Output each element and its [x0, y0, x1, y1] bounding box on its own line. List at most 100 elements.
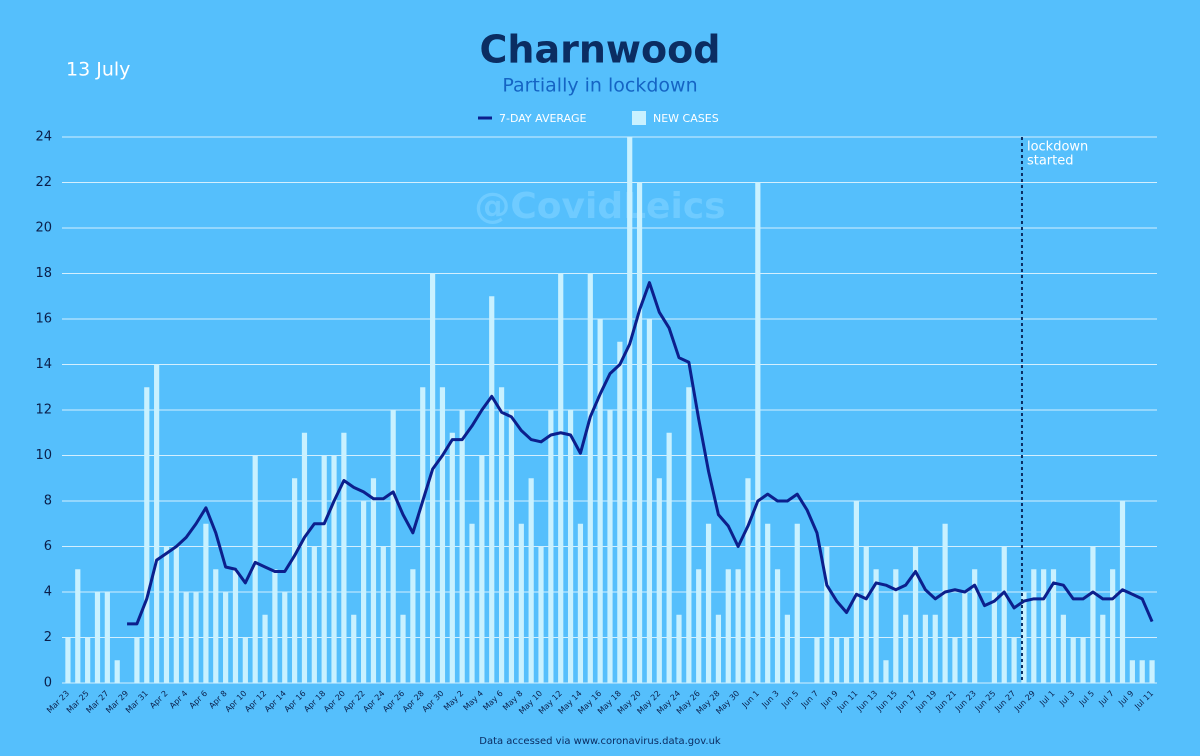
- bar: [341, 432, 347, 683]
- bar: [479, 455, 485, 683]
- bar: [449, 432, 455, 683]
- bar: [538, 546, 544, 683]
- bar: [656, 478, 662, 683]
- watermark: @CovidLeics: [474, 186, 725, 227]
- y-tick-label: 24: [35, 130, 52, 145]
- bar: [252, 455, 258, 683]
- bar: [646, 319, 653, 683]
- x-tick-label: Jul 7: [1097, 689, 1116, 708]
- bar: [154, 364, 160, 683]
- bar: [952, 637, 958, 683]
- bar: [1041, 569, 1047, 683]
- x-tick-label: Jun 7: [799, 689, 820, 710]
- bar: [282, 592, 288, 683]
- y-tick-label: 8: [44, 494, 52, 509]
- bar: [420, 387, 426, 683]
- bar: [301, 432, 308, 683]
- bar: [912, 546, 919, 683]
- x-tick-label: Jun 3: [759, 689, 780, 710]
- bar: [774, 569, 781, 683]
- x-tick-label: May 6: [481, 689, 504, 712]
- chart-subtitle: Partially in lockdown: [502, 75, 697, 97]
- bar: [686, 387, 692, 683]
- x-tick-label: Jun 27: [992, 689, 1017, 714]
- bar: [558, 273, 564, 683]
- x-tick-label: Apr 4: [168, 689, 190, 711]
- bar: [715, 614, 722, 683]
- bar: [1110, 569, 1116, 683]
- bar: [104, 592, 110, 683]
- x-tick-label: Jul 1: [1037, 689, 1056, 708]
- bar: [1060, 614, 1066, 683]
- legend-label: NEW CASES: [653, 112, 719, 125]
- x-tick-label: Mar 31: [124, 689, 150, 715]
- legend-label: 7-DAY AVERAGE: [499, 112, 586, 125]
- source-note: Data accessed via www.coronavirus.data.g…: [479, 736, 721, 747]
- x-tick-label: Jun 19: [914, 689, 939, 714]
- bar: [331, 455, 337, 683]
- bar: [903, 614, 909, 683]
- bar: [1149, 660, 1155, 683]
- x-tick-label: May 2: [442, 689, 465, 712]
- bar: [262, 614, 268, 683]
- bar: [617, 341, 623, 683]
- bar: [163, 546, 170, 683]
- bar: [705, 523, 712, 683]
- bar: [390, 410, 396, 683]
- bar: [85, 637, 91, 683]
- y-tick-label: 2: [44, 630, 52, 645]
- bar: [755, 182, 761, 683]
- bar: [1070, 637, 1076, 683]
- bar: [932, 614, 938, 683]
- bar: [429, 273, 436, 683]
- bar: [666, 432, 672, 683]
- annotation-text: started: [1027, 154, 1074, 169]
- x-tick-label: Jun 15: [874, 689, 899, 714]
- y-tick-label: 22: [35, 175, 52, 190]
- x-tick-label: Jun 17: [894, 689, 919, 714]
- x-tick-label: Jun 29: [1012, 689, 1037, 714]
- bar: [784, 614, 791, 683]
- bar: [459, 410, 465, 683]
- chart-title: Charnwood: [480, 28, 721, 72]
- bar: [1001, 546, 1007, 683]
- bar: [242, 637, 248, 683]
- x-tick-label: Apr 6: [188, 689, 210, 711]
- bar: [370, 478, 377, 683]
- bar: [410, 569, 416, 683]
- bar: [1129, 660, 1135, 683]
- y-tick-label: 16: [35, 312, 52, 327]
- bar: [696, 569, 702, 683]
- bar: [607, 410, 613, 683]
- bar: [1119, 501, 1126, 683]
- bar: [972, 569, 978, 683]
- bar: [893, 569, 899, 683]
- date-label: 13 July: [66, 59, 130, 81]
- bar: [863, 546, 869, 683]
- bar: [351, 614, 357, 683]
- y-tick-label: 6: [44, 539, 52, 554]
- y-tick-label: 18: [35, 266, 52, 281]
- bar: [627, 137, 633, 683]
- bar: [223, 592, 229, 683]
- x-tick-label: Apr 30: [420, 689, 445, 714]
- bar: [1090, 546, 1096, 683]
- bar: [272, 569, 278, 683]
- bar: [489, 296, 495, 683]
- bar: [676, 614, 682, 683]
- bar: [144, 387, 150, 683]
- bar: [587, 273, 593, 683]
- average-line: [127, 281, 1154, 626]
- bar: [213, 569, 219, 683]
- bar: [962, 592, 968, 683]
- bar: [518, 523, 524, 683]
- bar: [1100, 614, 1106, 683]
- annotation-text: lockdown: [1027, 140, 1088, 155]
- bar: [439, 387, 446, 683]
- bar: [548, 410, 554, 683]
- bar: [311, 546, 317, 683]
- bar: [853, 501, 859, 683]
- x-tick-label: Jun 5: [779, 689, 800, 710]
- bar: [745, 478, 751, 683]
- x-tick-label: Jul 3: [1057, 689, 1076, 708]
